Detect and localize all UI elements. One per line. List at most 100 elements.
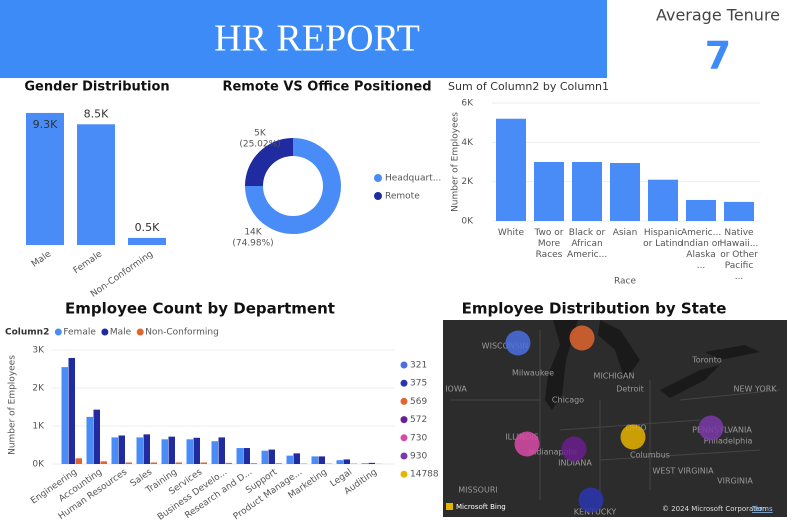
bar [143,434,150,464]
legend-swatch [400,379,408,387]
bar [200,462,207,464]
lake-michigan [545,320,578,410]
count-label: 5K [254,129,267,139]
map-label: Chicago [552,396,584,405]
bar [61,367,68,464]
legend-label: Female [63,328,96,338]
bar [686,199,716,221]
chart-title: Sum of Column2 by Column1 [448,80,609,93]
x-tick-label: Hispanic or Latino [643,228,683,249]
bar [77,124,115,245]
lake-erie [660,365,720,398]
donut-slice [245,138,293,187]
y-axis-title: Number of Employees [451,112,461,212]
bar [572,162,602,221]
card-value: 7 [705,34,731,78]
map-label: VIRGINIA [717,477,753,486]
legend-label: 930 [410,452,427,462]
legend-swatch [400,470,408,478]
map-bubble [698,415,724,441]
x-tick-label: Female [72,249,105,276]
data-label: 8.5K [84,107,109,120]
bar [168,436,175,464]
bar [336,460,343,464]
legend-label: Non-Conforming [145,328,219,338]
map-terms[interactable]: Terms [751,505,773,513]
bar [161,439,168,464]
data-label: 0.5K [135,221,160,234]
bar [648,179,678,221]
map-bubble [620,424,646,450]
bing-logo-icon [446,503,453,510]
legend-label: 375 [410,379,427,389]
y-tick-label: 2K [32,384,45,394]
count-label: 14K [244,228,262,238]
y-tick-label: 1K [32,422,45,432]
map-attribution: © 2024 Microsoft Corporation [662,505,767,513]
x-tick-label: Two or More Races [534,228,564,260]
legend-swatch [54,328,62,336]
bar [236,448,243,464]
map-label: MICHIGAN [594,372,635,381]
bar [211,441,218,464]
bar [100,461,107,464]
legend-swatch [101,328,109,336]
bar [318,456,325,464]
map-logo: Microsoft Bing [456,503,506,511]
map-label: Philadelphia [704,437,753,446]
x-tick-label: Male [30,249,54,270]
y-tick-label: 4K [461,138,474,148]
map-bubble [561,436,587,462]
map-label: Detroit [616,385,644,394]
bar [75,458,82,464]
bar [610,162,640,221]
bar [186,439,193,464]
map-label: Toronto [691,356,722,365]
legend-label: 730 [410,433,427,443]
data-label: 9.3K [33,118,58,131]
map-label: NEW YORK [733,385,777,394]
header-title: HR REPORT [214,18,420,60]
map-bubble [569,325,595,351]
legend-swatch [400,434,408,442]
map-bubble [578,487,604,513]
y-tick-label: 0K [461,217,474,227]
bar [26,112,64,245]
bar [193,437,200,464]
legend-swatch [136,328,144,336]
bar [125,462,132,464]
lake-ontario [705,345,760,360]
bar [261,450,268,464]
bar [136,437,143,464]
legend-label: 569 [410,397,427,407]
legend-swatch [400,416,408,424]
bar [724,201,754,221]
map-label: WEST VIRGINIA [652,467,714,476]
bar [93,409,100,464]
legend-label: Male [110,328,132,338]
y-axis-title: Number of Employees [8,355,18,455]
map-label: Columbus [630,451,670,460]
map-bubble [505,330,531,356]
bar [250,463,257,464]
bar [496,118,526,221]
bar [175,462,182,464]
bar [225,462,232,464]
y-tick-label: 2K [461,177,474,187]
legend-title: Column2 [5,328,49,338]
map-title: Employee Distribution by State [462,300,727,318]
legend-swatch [374,192,382,200]
bar [118,435,125,464]
legend-label: Headquart... [385,174,441,184]
percent-label: (74.98%) [232,239,273,249]
lake-huron [598,320,640,380]
legend-label: 321 [410,361,427,371]
legend-label: Remote [385,192,420,202]
x-axis-title: Race [614,277,637,287]
bar [218,437,225,464]
header-banner [0,0,607,78]
bar [343,459,350,464]
legend-swatch [400,397,408,405]
